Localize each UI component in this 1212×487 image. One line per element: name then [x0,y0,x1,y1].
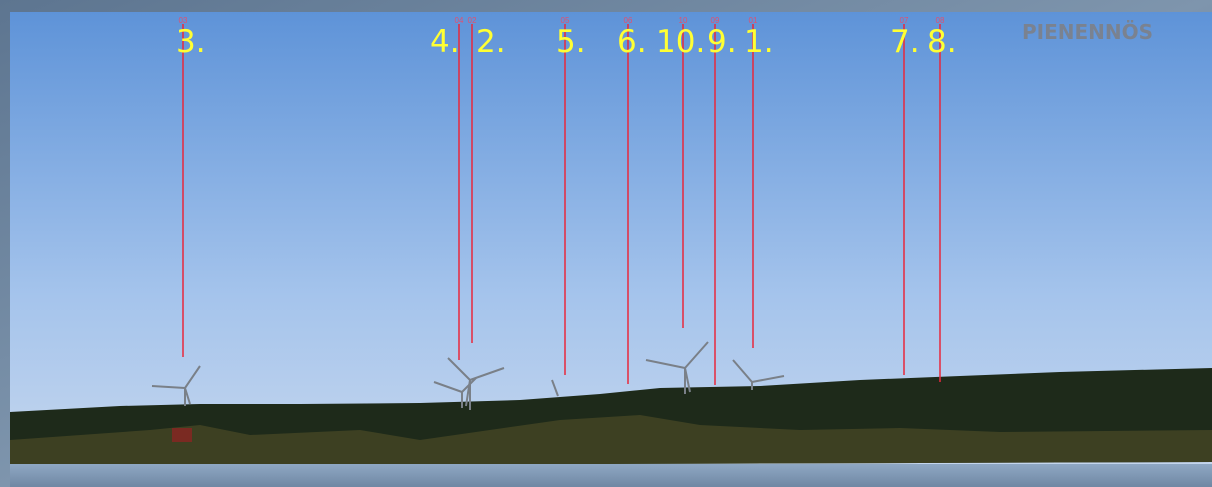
marker-label: 3. [176,24,206,60]
marker-label: 1. [744,24,774,60]
marker-label: 4. [430,24,460,60]
marker-label: 7. [890,24,920,60]
marker-label: 2. [476,24,506,60]
marker-label: 6. [617,24,647,60]
photomontage: PIENENNÖS 033.044.022.055.066.1010.099.0… [0,0,1212,487]
marker-label: 8. [927,24,957,60]
marker-label: 10. [656,24,705,60]
house [172,428,192,442]
marker-label: 9. [707,24,737,60]
page: {"header": {"title": "PIENENNÖS"}, "mark… [0,0,1212,487]
marker-label: 5. [556,24,586,60]
lake [10,464,1212,487]
title: PIENENNÖS [1022,20,1153,44]
